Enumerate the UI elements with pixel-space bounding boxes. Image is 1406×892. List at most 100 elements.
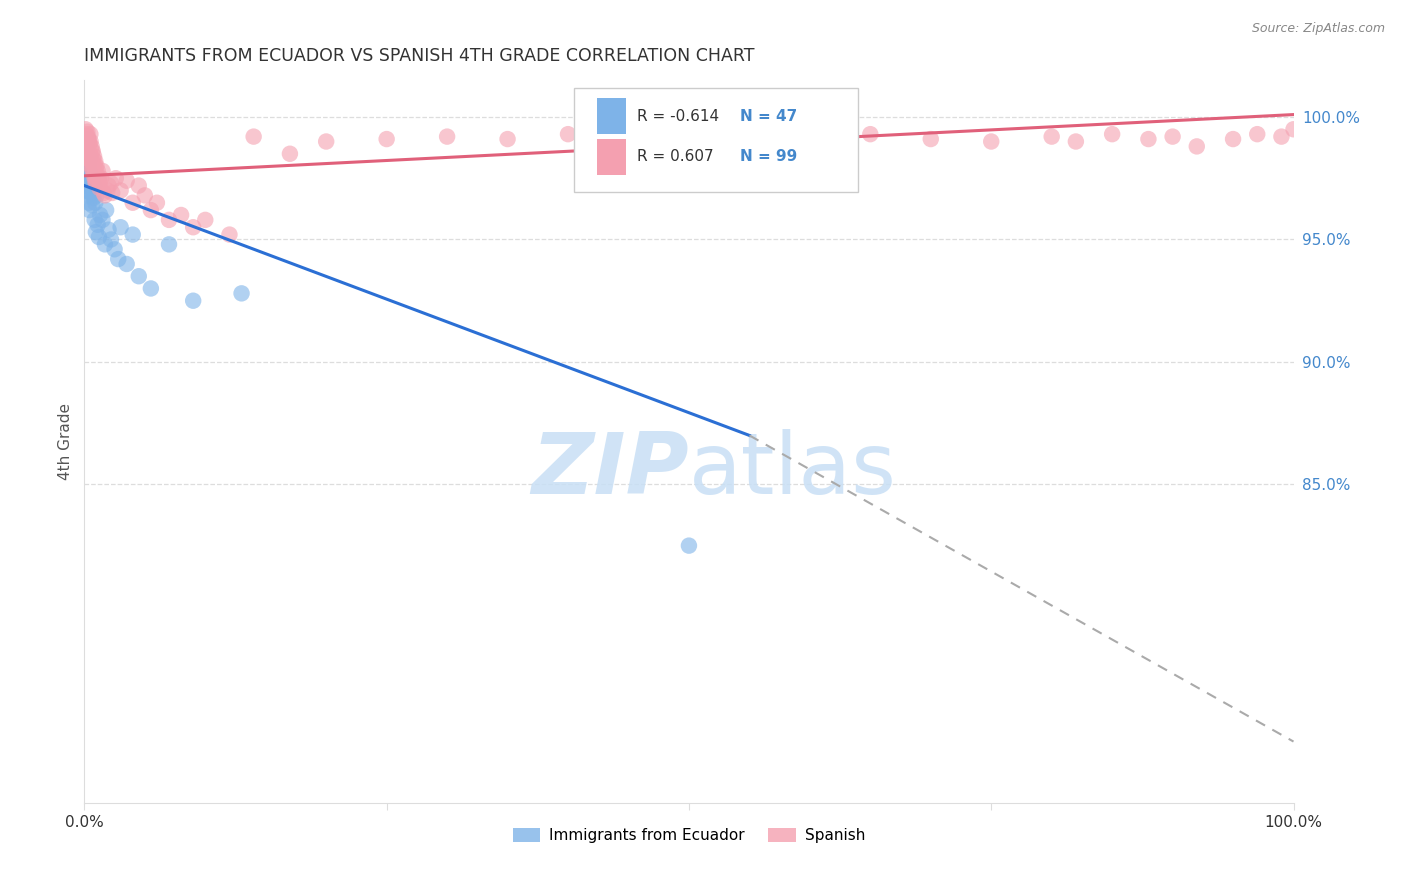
Text: N = 47: N = 47 <box>740 109 797 124</box>
Point <box>80 139 103 153</box>
FancyBboxPatch shape <box>598 98 626 135</box>
Point <box>82 164 104 178</box>
Point <box>93 186 115 200</box>
Point <box>128 178 150 193</box>
Point <box>1137 132 1160 146</box>
Point <box>77 132 100 146</box>
Point <box>104 171 127 186</box>
Point <box>859 127 882 141</box>
Point <box>980 135 1002 149</box>
Point <box>76 146 98 161</box>
Point <box>77 164 100 178</box>
Point <box>920 132 942 146</box>
Point <box>278 146 301 161</box>
Point <box>231 286 253 301</box>
Point <box>315 135 337 149</box>
Point <box>82 152 104 166</box>
Point <box>94 237 117 252</box>
Point <box>79 169 101 183</box>
Point <box>83 213 105 227</box>
Point <box>79 135 101 149</box>
Point <box>100 176 122 190</box>
Point <box>91 213 114 227</box>
Point <box>170 208 193 222</box>
Point <box>73 184 96 198</box>
Point <box>110 184 132 198</box>
Point <box>76 184 98 198</box>
Point <box>115 174 138 188</box>
Point <box>80 154 103 169</box>
Point <box>82 198 104 212</box>
Text: IMMIGRANTS FROM ECUADOR VS SPANISH 4TH GRADE CORRELATION CHART: IMMIGRANTS FROM ECUADOR VS SPANISH 4TH G… <box>84 47 755 65</box>
Point <box>139 203 162 218</box>
Point <box>77 132 100 146</box>
Point <box>77 136 100 151</box>
Point <box>75 135 97 149</box>
Point <box>77 135 100 149</box>
Point <box>87 230 110 244</box>
Point <box>557 127 579 141</box>
Point <box>1282 122 1305 136</box>
Point <box>84 174 107 188</box>
Point <box>75 129 97 144</box>
Point <box>738 129 761 144</box>
Point <box>80 154 103 169</box>
Point <box>1101 127 1123 141</box>
Point <box>75 146 97 161</box>
Text: R = 0.607: R = 0.607 <box>637 149 714 164</box>
Point <box>76 135 98 149</box>
Point <box>1222 132 1244 146</box>
Point <box>181 220 204 235</box>
Point <box>84 195 107 210</box>
Point <box>1040 129 1063 144</box>
Point <box>76 152 98 166</box>
Point <box>75 156 97 170</box>
Point <box>79 149 101 163</box>
Point <box>76 132 98 146</box>
Point <box>100 232 122 246</box>
Point <box>101 186 124 200</box>
Point <box>75 171 97 186</box>
Point <box>1185 139 1208 153</box>
Point <box>96 184 118 198</box>
Point <box>82 159 104 173</box>
Point <box>1064 135 1087 149</box>
Point <box>75 139 97 153</box>
Point <box>86 188 108 202</box>
Point <box>82 191 104 205</box>
Text: ZIP: ZIP <box>531 429 689 512</box>
Point <box>89 176 111 190</box>
Point <box>115 257 138 271</box>
FancyBboxPatch shape <box>574 87 858 193</box>
Point <box>83 169 105 183</box>
Point <box>97 222 120 236</box>
Point <box>82 174 104 188</box>
Point <box>76 142 98 156</box>
Point <box>121 195 143 210</box>
Point <box>86 169 108 183</box>
Point <box>79 136 101 151</box>
Point <box>436 129 458 144</box>
Point <box>1270 129 1292 144</box>
Point <box>84 176 107 190</box>
Point <box>76 188 98 202</box>
Point <box>1161 129 1184 144</box>
Point <box>134 188 156 202</box>
Text: R = -0.614: R = -0.614 <box>637 109 718 124</box>
Point <box>77 129 100 144</box>
Point <box>76 178 98 193</box>
Point <box>80 186 103 200</box>
Point <box>83 156 105 170</box>
Point <box>375 132 398 146</box>
Point <box>75 145 97 159</box>
Point <box>242 129 264 144</box>
Point <box>75 149 97 163</box>
Point <box>76 142 98 156</box>
Point <box>678 539 700 553</box>
Point <box>82 145 104 159</box>
Point <box>97 178 120 193</box>
Point <box>146 195 169 210</box>
Point <box>75 139 97 153</box>
Point <box>86 164 108 178</box>
Point <box>77 159 100 173</box>
